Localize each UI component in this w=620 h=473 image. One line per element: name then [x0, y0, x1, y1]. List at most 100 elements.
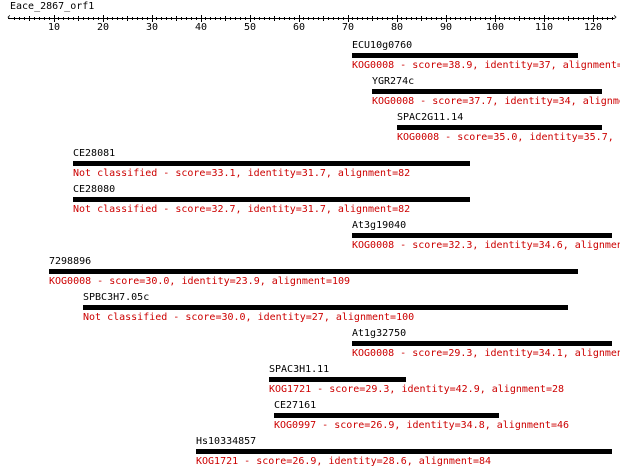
ruler-minor-tick — [485, 17, 486, 20]
ruler-minor-tick — [29, 16, 30, 21]
hit-name[interactable]: ECU10g0760 — [352, 40, 413, 51]
ruler-minor-tick — [269, 17, 270, 20]
ruler-minor-tick — [426, 17, 427, 20]
ruler-major-tick — [348, 15, 349, 22]
ruler-major-tick — [103, 15, 104, 22]
ruler-minor-tick — [357, 17, 358, 20]
hit-info: Not classified - score=32.7, identity=31… — [73, 204, 411, 215]
ruler-minor-tick — [142, 17, 143, 20]
ruler-minor-tick — [499, 17, 500, 20]
ruler-minor-tick — [63, 17, 64, 20]
ruler-minor-tick — [563, 17, 564, 20]
hit-name[interactable]: At3g19040 — [352, 220, 407, 231]
ruler-minor-tick — [529, 17, 530, 20]
hit-info: KOG1721 - score=26.9, identity=28.6, ali… — [196, 456, 492, 467]
hit-bar[interactable] — [269, 377, 406, 382]
ruler-major-tick — [495, 15, 496, 22]
hit-bar[interactable] — [352, 53, 578, 58]
hit-bar[interactable] — [73, 197, 470, 202]
hit-bar[interactable] — [73, 161, 470, 166]
ruler-tick-label: 70 — [341, 22, 355, 33]
ruler-minor-tick — [519, 16, 520, 21]
ruler-minor-tick — [58, 17, 59, 20]
ruler-minor-tick — [176, 16, 177, 21]
ruler-minor-tick — [553, 17, 554, 20]
ruler-major-tick — [299, 15, 300, 22]
ruler-minor-tick — [98, 17, 99, 20]
ruler-minor-tick — [49, 17, 50, 20]
hit-info: KOG0008 - score=37.7, identity=34, align… — [372, 96, 620, 107]
hit-name[interactable]: SPBC3H7.05c — [83, 292, 150, 303]
ruler-minor-tick — [107, 17, 108, 20]
ruler-tick-label: 30 — [145, 22, 159, 33]
ruler-minor-tick — [436, 17, 437, 20]
ruler-minor-tick — [406, 17, 407, 20]
ruler-minor-tick — [196, 17, 197, 20]
hit-info: Not classified - score=30.0, identity=27… — [83, 312, 415, 323]
hit-bar[interactable] — [352, 341, 612, 346]
ruler-minor-tick — [392, 17, 393, 20]
ruler-minor-tick — [284, 17, 285, 20]
hit-name[interactable]: CE28080 — [73, 184, 116, 195]
ruler-minor-tick — [602, 17, 603, 20]
ruler-minor-tick — [382, 17, 383, 20]
hit-name[interactable]: YGR274c — [372, 76, 415, 87]
hit-name[interactable]: At1g32750 — [352, 328, 407, 339]
hit-name[interactable]: 7298896 — [49, 256, 92, 267]
ruler-major-tick — [446, 15, 447, 22]
ruler-minor-tick — [112, 17, 113, 20]
hit-name[interactable]: SPAC2G11.14 — [397, 112, 464, 123]
ruler-minor-tick — [583, 17, 584, 20]
hit-bar[interactable] — [397, 125, 602, 130]
ruler-minor-tick — [137, 17, 138, 20]
ruler-left-arrow-icon: ‹ — [6, 12, 13, 23]
ruler-minor-tick — [93, 17, 94, 20]
ruler-tick-label: 50 — [243, 22, 257, 33]
hit-bar[interactable] — [372, 89, 602, 94]
hit-bar[interactable] — [196, 449, 612, 454]
ruler-right-arrow-icon: › — [612, 12, 619, 23]
ruler-minor-tick — [421, 16, 422, 21]
hit-name[interactable]: CE27161 — [274, 400, 317, 411]
ruler-minor-tick — [490, 17, 491, 20]
ruler-tick-label: 10 — [47, 22, 61, 33]
ruler-minor-tick — [34, 17, 35, 20]
ruler-minor-tick — [171, 17, 172, 20]
hit-bar[interactable] — [83, 305, 568, 310]
ruler-minor-tick — [338, 17, 339, 20]
ruler-minor-tick — [431, 17, 432, 20]
ruler-minor-tick — [19, 17, 20, 20]
ruler-minor-tick — [313, 17, 314, 20]
hit-info: Not classified - score=33.1, identity=31… — [73, 168, 411, 179]
ruler-minor-tick — [156, 17, 157, 20]
ruler-tick-label: 100 — [485, 22, 505, 33]
ruler-major-tick — [593, 15, 594, 22]
ruler-minor-tick — [14, 17, 15, 20]
ruler-minor-tick — [191, 17, 192, 20]
hit-name[interactable]: SPAC3H1.11 — [269, 364, 330, 375]
ruler-minor-tick — [279, 17, 280, 20]
ruler-tick-label: 120 — [583, 22, 603, 33]
ruler-tick-label: 90 — [439, 22, 453, 33]
hit-bar[interactable] — [352, 233, 612, 238]
ruler-minor-tick — [127, 16, 128, 21]
hit-bar[interactable] — [49, 269, 578, 274]
ruler-minor-tick — [161, 17, 162, 20]
ruler-minor-tick — [441, 17, 442, 20]
ruler-minor-tick — [68, 17, 69, 20]
ruler-line — [8, 18, 614, 19]
ruler-minor-tick — [117, 17, 118, 20]
hit-bar[interactable] — [274, 413, 499, 418]
ruler-minor-tick — [186, 17, 187, 20]
ruler-minor-tick — [289, 17, 290, 20]
ruler-minor-tick — [210, 17, 211, 20]
ruler-minor-tick — [352, 17, 353, 20]
ruler-minor-tick — [387, 17, 388, 20]
hit-name[interactable]: CE28081 — [73, 148, 116, 159]
ruler-minor-tick — [558, 17, 559, 20]
ruler-minor-tick — [303, 17, 304, 20]
ruler-major-tick — [397, 15, 398, 22]
hit-name[interactable]: Hs10334857 — [196, 436, 257, 447]
ruler-tick-label: 20 — [96, 22, 110, 33]
ruler-major-tick — [544, 15, 545, 22]
